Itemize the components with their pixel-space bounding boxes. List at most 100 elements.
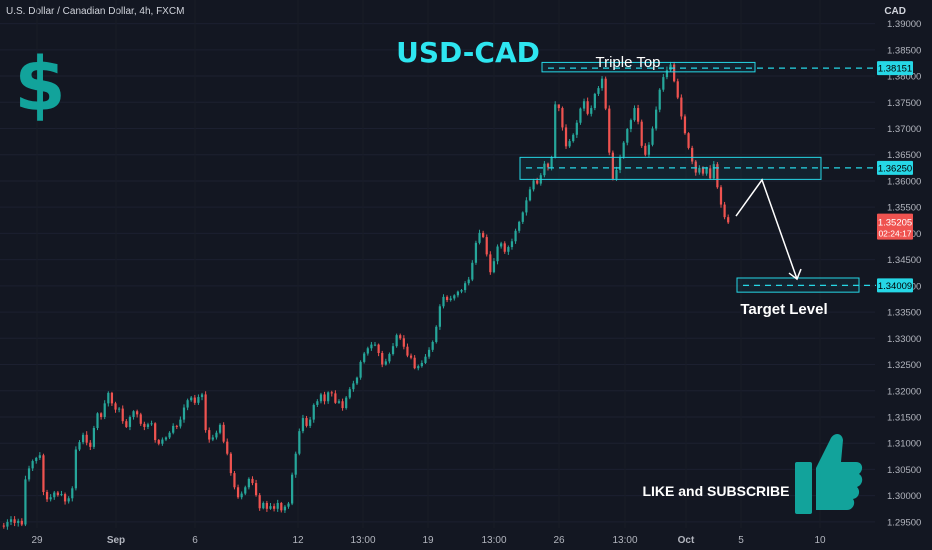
candle-up xyxy=(132,410,135,420)
candle-up xyxy=(262,501,265,510)
candle-down xyxy=(272,503,276,512)
candle-body xyxy=(269,506,272,509)
candle-body xyxy=(611,152,614,179)
x-tick-label: 13:00 xyxy=(612,535,637,546)
candle-body xyxy=(363,353,366,362)
candle-up xyxy=(665,66,669,80)
candle-body xyxy=(719,187,723,205)
candle-body xyxy=(136,411,139,415)
candle-body xyxy=(240,493,243,498)
candle-body xyxy=(554,104,557,158)
candle-body xyxy=(312,404,315,420)
candle-down xyxy=(557,104,560,112)
candle-body xyxy=(449,298,452,301)
candle-down xyxy=(175,424,178,430)
candle-up xyxy=(492,258,496,274)
candle-down xyxy=(157,439,160,446)
candle-down xyxy=(121,405,124,424)
candle-body xyxy=(402,338,405,347)
y-tick-label: 1.37500 xyxy=(887,98,921,109)
y-tick-label: 1.31500 xyxy=(887,412,921,423)
candle-body xyxy=(294,453,297,475)
candle-up xyxy=(359,360,362,380)
candle-body xyxy=(651,128,654,145)
candle-down xyxy=(193,394,196,405)
candle-up xyxy=(647,142,651,158)
chart-title: USD-CAD xyxy=(396,36,540,69)
candle-body xyxy=(92,428,96,447)
candles-layer xyxy=(2,61,730,530)
y-tick-label: 1.38000 xyxy=(887,72,921,83)
candle-up xyxy=(291,472,294,506)
candle-body xyxy=(514,230,517,242)
candle-body xyxy=(211,437,214,440)
candle-body xyxy=(85,434,88,443)
candle-body xyxy=(662,77,665,90)
candle-body xyxy=(388,354,391,362)
candle-body xyxy=(150,423,153,425)
candle-body xyxy=(305,418,308,426)
price-axis: 1.39000 1.38500 1.38000 1.37500 1.37000 1.365… xyxy=(877,19,921,528)
candle-body xyxy=(355,377,359,384)
candle-body xyxy=(424,356,427,363)
candle-up xyxy=(532,178,535,192)
candle-body xyxy=(287,503,290,507)
candle-up xyxy=(669,61,672,72)
candle-down xyxy=(13,516,16,527)
candle-body xyxy=(568,141,571,147)
candle-down xyxy=(399,333,402,340)
candle-body xyxy=(161,439,164,444)
candle-down xyxy=(323,391,326,405)
candle-down xyxy=(56,490,59,497)
candle-up xyxy=(348,387,351,400)
candle-body xyxy=(709,168,712,179)
candle-body xyxy=(482,232,485,238)
candle-body xyxy=(352,383,355,390)
currency-label: CAD xyxy=(884,6,906,17)
candle-body xyxy=(618,156,622,170)
zones-layer xyxy=(519,61,876,293)
candle-up xyxy=(575,120,578,138)
candle-down xyxy=(2,522,5,529)
candle-body xyxy=(114,403,117,410)
candle-body xyxy=(229,453,232,474)
candle-body xyxy=(694,161,697,173)
candle-body xyxy=(218,424,222,433)
candle-down xyxy=(723,201,726,220)
candle-body xyxy=(399,335,402,339)
candle-up xyxy=(373,341,377,347)
y-tick-label: 1.36000 xyxy=(887,176,921,187)
candle-up xyxy=(81,432,85,445)
candle-down xyxy=(546,162,550,171)
candle-body xyxy=(463,283,467,291)
candle-up xyxy=(453,294,456,301)
candle-up xyxy=(146,422,150,430)
candle-down xyxy=(485,234,488,257)
candle-up xyxy=(698,165,701,175)
candle-body xyxy=(301,418,305,432)
candle-body xyxy=(381,352,384,365)
candle-body xyxy=(406,346,409,356)
candle-body xyxy=(143,423,146,427)
candle-body xyxy=(197,397,200,403)
candle-body xyxy=(276,503,279,509)
candle-body xyxy=(590,108,593,114)
candle-up xyxy=(31,459,34,472)
candle-up xyxy=(17,518,20,527)
candle-down xyxy=(413,355,416,370)
candle-up xyxy=(518,220,521,233)
candle-up xyxy=(456,290,460,298)
candle-body xyxy=(673,64,676,82)
candle-body xyxy=(254,483,258,496)
candle-body xyxy=(283,506,287,511)
candle-up xyxy=(582,98,586,112)
candle-up xyxy=(528,186,532,202)
triple-top-label: Triple Top xyxy=(595,54,660,71)
candle-body xyxy=(622,142,625,157)
candle-body xyxy=(510,241,514,248)
candle-body xyxy=(723,204,726,218)
candle-up xyxy=(60,490,63,497)
candle-body xyxy=(139,414,142,424)
y-tick-label: 1.33000 xyxy=(887,334,921,345)
